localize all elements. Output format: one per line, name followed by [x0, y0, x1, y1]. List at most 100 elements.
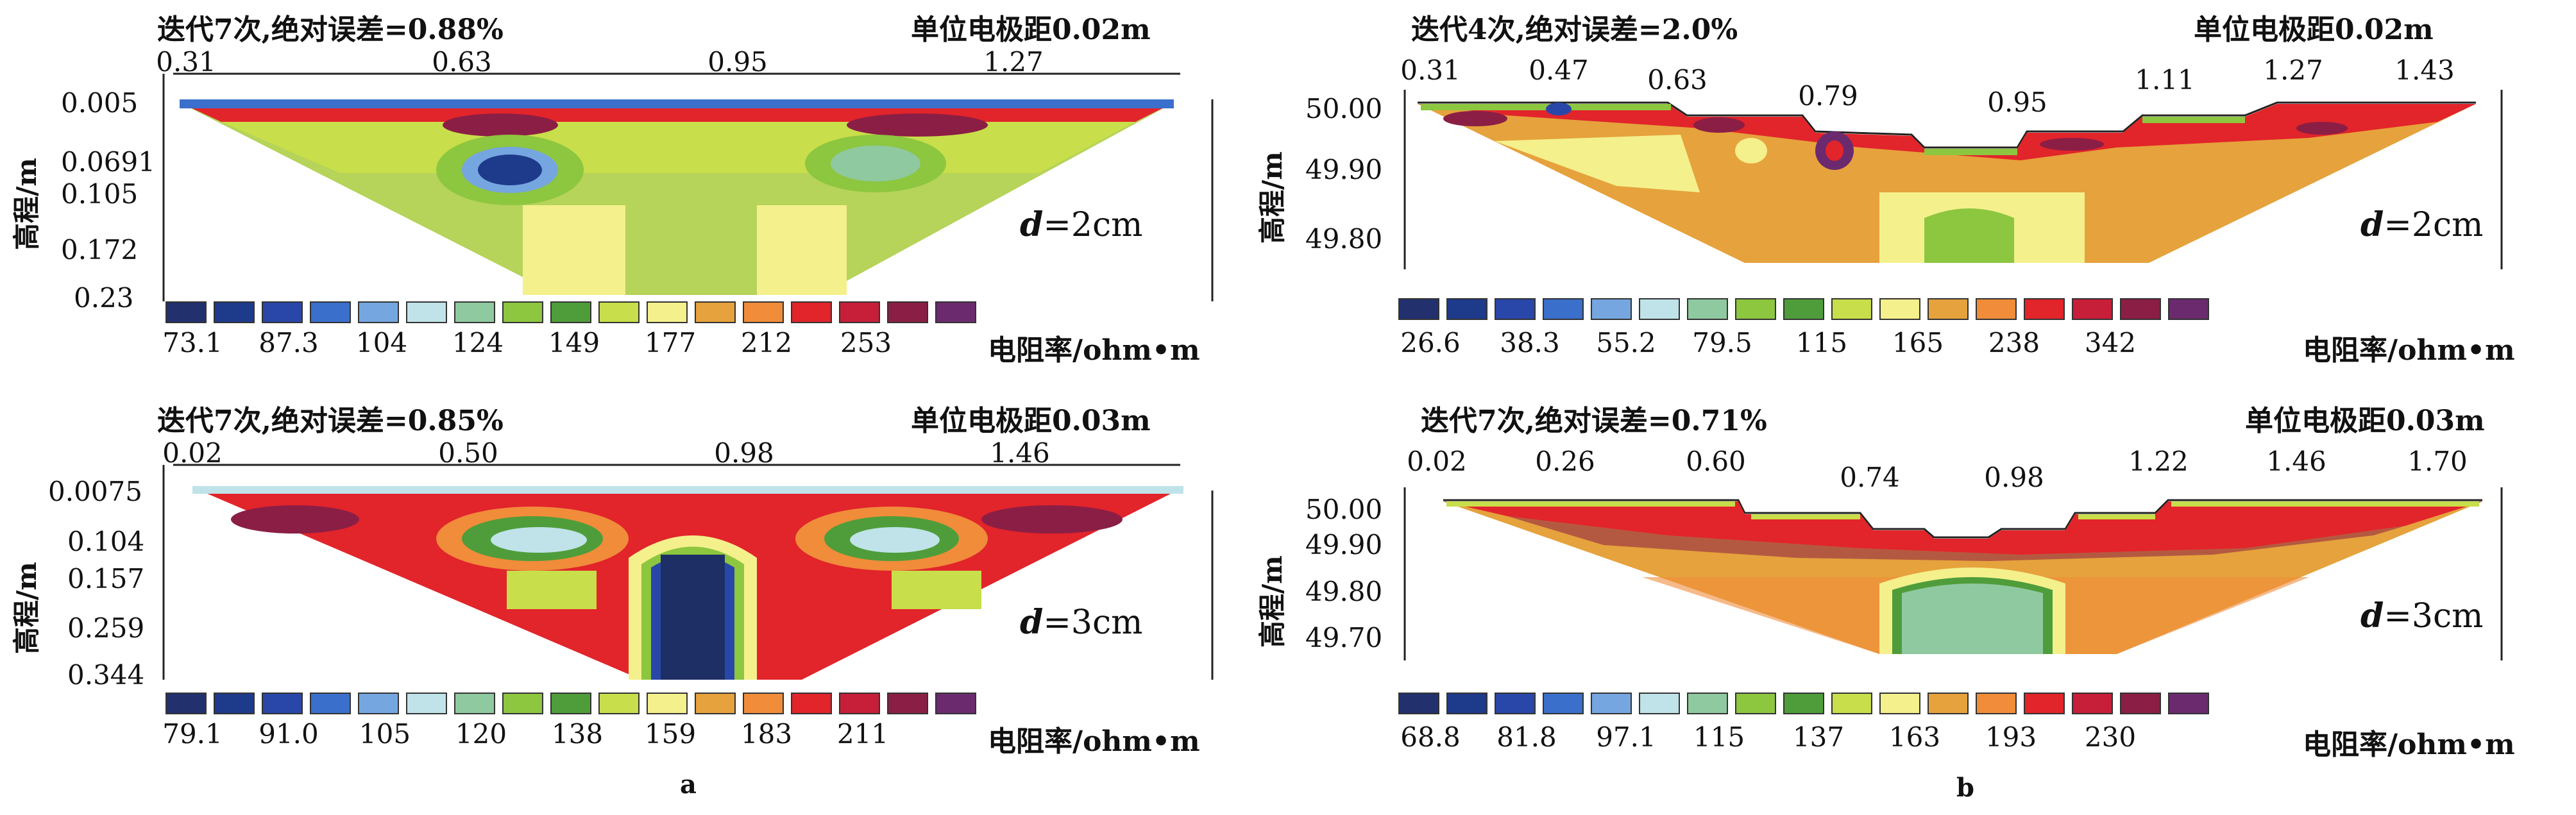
- y-tick: 0.344: [67, 659, 145, 691]
- x-tick: 0.60: [1686, 446, 1746, 477]
- x-tick: 1.11: [2135, 64, 2195, 96]
- depth-value: =3cm: [2384, 597, 2484, 635]
- legend-value: 211: [836, 718, 889, 750]
- legend-value: 79.5: [1692, 327, 1752, 358]
- depth-symbol: d: [2360, 205, 2384, 244]
- legend-swatch: [887, 301, 928, 323]
- legend-value: 177: [644, 327, 697, 358]
- x-tick: 0.02: [1407, 446, 1467, 477]
- panel-b-top: 迭代4次,绝对误差=2.0% 单位电极距0.02m 0.31 0.47 0.63…: [1257, 0, 2576, 378]
- legend-swatch: [165, 301, 207, 323]
- legend-swatch: [598, 693, 640, 714]
- legend-swatch: [550, 693, 591, 714]
- unit-spacing-label: 单位电极距0.03m: [911, 405, 1151, 437]
- depth-value: =2cm: [1043, 206, 1143, 244]
- legend-value: 342: [2084, 327, 2137, 358]
- x-tick: 1.70: [2407, 446, 2468, 477]
- legend-swatch: [262, 693, 303, 714]
- legend-swatch: [695, 301, 736, 323]
- legend-value: 183: [740, 718, 793, 750]
- legend-value: 163: [1888, 721, 1941, 753]
- chart-title: 迭代7次,绝对误差=0.71%: [1421, 405, 1767, 437]
- x-tick: 0.02: [162, 437, 223, 469]
- panel-a-bottom: 迭代7次,绝对误差=0.85% 单位电极距0.03m 0.02 0.50 0.9…: [0, 391, 1283, 815]
- legend-swatch: [310, 693, 351, 714]
- legend-swatch: [743, 693, 784, 714]
- legend-swatch: [1591, 693, 1632, 714]
- x-tick: 0.63: [432, 46, 492, 78]
- legend-swatch: [1976, 298, 2017, 320]
- y-tick: 0.0691: [61, 146, 155, 178]
- legend-swatch: [2120, 298, 2161, 320]
- legend-swatch: [214, 693, 255, 714]
- panel-a-top: 迭代7次,绝对误差=0.88% 单位电极距0.02m 0.31 0.63 0.9…: [0, 0, 1283, 378]
- depth-label: d=2cm: [1020, 205, 1142, 244]
- x-tick: 0.47: [1529, 55, 1589, 86]
- y-tick: 50.00: [1305, 494, 1383, 525]
- x-tick: 1.43: [2394, 55, 2455, 86]
- legend-swatch: [1879, 693, 1920, 714]
- legend-swatch: [165, 693, 207, 714]
- depth-label: d=3cm: [2360, 596, 2483, 635]
- legend-value: 79.1: [162, 718, 223, 750]
- x-tick: 0.31: [1400, 55, 1461, 86]
- legend-swatch: [647, 693, 688, 714]
- legend-swatch: [2072, 693, 2113, 714]
- legend-value: 138: [551, 718, 604, 750]
- subfigure-label-b: b: [1956, 773, 1974, 803]
- legend-value: 238: [1988, 327, 2040, 358]
- legend-swatch: [1591, 298, 1632, 320]
- legend-swatch: [743, 301, 784, 323]
- legend-swatch: [1543, 298, 1584, 320]
- legend-swatch: [2072, 298, 2113, 320]
- legend-swatch: [1735, 298, 1776, 320]
- y-tick: 49.90: [1305, 529, 1383, 560]
- legend-swatch: [1495, 693, 1536, 714]
- legend-swatch: [406, 693, 447, 714]
- unit-spacing-label: 单位电极距0.02m: [2194, 13, 2434, 46]
- legend-swatch: [1687, 693, 1728, 714]
- x-tick: 0.79: [1798, 80, 1858, 112]
- x-tick: 0.98: [1984, 462, 2044, 493]
- x-tick: 0.63: [1647, 64, 1707, 96]
- legend-value: 253: [840, 327, 892, 358]
- resistivity-section: [162, 72, 1214, 301]
- unit-spacing-label: 单位电极距0.03m: [2245, 405, 2485, 437]
- legend-swatch: [502, 693, 543, 714]
- legend-swatch: [1398, 693, 1439, 714]
- chart-title: 迭代4次,绝对误差=2.0%: [1411, 13, 1738, 46]
- legend-swatch: [1831, 298, 1872, 320]
- y-tick: 0.0075: [48, 476, 142, 507]
- legend-swatch: [1639, 693, 1680, 714]
- y-tick: 50.00: [1305, 93, 1383, 124]
- y-tick: 0.172: [61, 234, 139, 265]
- legend-swatch: [1543, 693, 1584, 714]
- chart-title: 迭代7次,绝对误差=0.85%: [157, 405, 504, 437]
- x-tick: 0.26: [1535, 446, 1595, 477]
- legend-value: 26.6: [1400, 327, 1461, 358]
- x-tick: 0.50: [438, 437, 498, 469]
- x-tick: 1.27: [983, 46, 1044, 78]
- legend-value: 81.8: [1496, 721, 1557, 753]
- y-tick: 0.105: [61, 178, 139, 210]
- depth-symbol: d: [1020, 205, 1044, 244]
- legend-swatch: [262, 301, 303, 323]
- legend-swatch: [839, 301, 880, 323]
- y-tick: 49.70: [1305, 622, 1383, 653]
- y-tick: 0.104: [67, 526, 145, 557]
- x-tick: 1.46: [990, 437, 1050, 469]
- legend-value: 193: [1985, 721, 2037, 753]
- y-tick: 49.80: [1305, 576, 1383, 607]
- legend-swatch: [791, 301, 832, 323]
- legend-swatch: [214, 301, 255, 323]
- legend-swatch: [695, 693, 736, 714]
- x-tick: 0.74: [1840, 462, 1900, 493]
- legend-value: 149: [548, 327, 600, 358]
- legend-value: 212: [740, 327, 793, 358]
- x-tick: 0.95: [708, 46, 768, 78]
- legend-value: 120: [455, 718, 507, 750]
- legend-swatch: [1879, 298, 1920, 320]
- depth-symbol: d: [1020, 603, 1044, 642]
- legend-swatch: [791, 693, 832, 714]
- depth-symbol: d: [2360, 596, 2384, 635]
